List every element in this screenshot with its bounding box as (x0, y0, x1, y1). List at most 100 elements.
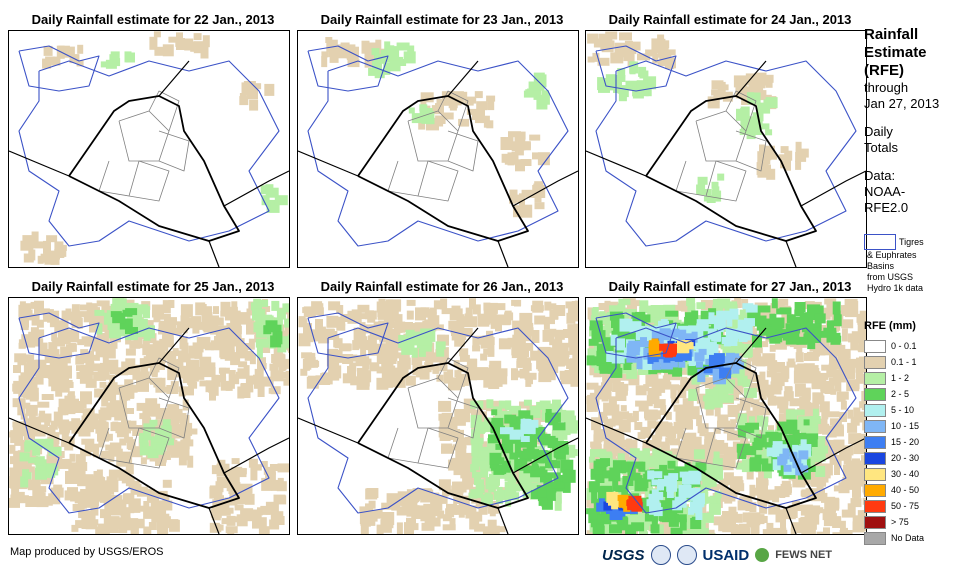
rainfall-cell (409, 505, 420, 514)
border-line (785, 240, 797, 267)
rainfall-cell (706, 432, 715, 441)
rainfall-cell (651, 489, 659, 497)
rainfall-cell (144, 410, 151, 422)
rainfall-cell (472, 345, 481, 352)
rainfall-cell (112, 314, 126, 324)
rainfall-cell (553, 444, 561, 458)
map-frame (585, 30, 867, 268)
rainfall-cell (618, 298, 631, 305)
rainfall-cell (711, 80, 724, 90)
rainfall-cell (451, 457, 463, 465)
rainfall-cell (532, 82, 545, 91)
rainfall-cell (787, 358, 795, 365)
rainfall-cell (780, 146, 789, 154)
rainfall-cell (712, 189, 719, 200)
rainfall-cell (441, 112, 454, 120)
rainfall-cell (119, 438, 127, 446)
rfe-legend-item: > 75 (864, 514, 964, 530)
rainfall-cell (471, 429, 480, 439)
rainfall-cell (250, 467, 258, 481)
rainfall-cell (567, 444, 576, 458)
rainfall-cell (704, 529, 715, 534)
map-panel-27-jan: Daily Rainfall estimate for 27 Jan., 201… (585, 277, 875, 535)
border-line (298, 150, 359, 177)
rainfall-cell (671, 336, 679, 345)
rainfall-cell (224, 309, 237, 321)
rainfall-cell (489, 473, 500, 486)
rainfall-cell (672, 328, 680, 338)
rainfall-cell (509, 408, 521, 420)
rfe-swatch (864, 339, 886, 353)
rainfall-cell (125, 348, 136, 356)
province-boundary (148, 357, 180, 399)
rainfall-cell (627, 472, 641, 481)
rainfall-cell (28, 367, 38, 377)
rainfall-cell (618, 447, 628, 458)
rainfall-cell (665, 411, 672, 420)
rainfall-cell (441, 308, 452, 315)
rainfall-cell (595, 459, 608, 468)
rainfall-cell (836, 394, 846, 402)
rainfall-cell (789, 316, 801, 330)
rainfall-cell (655, 427, 663, 440)
rainfall-cell (149, 419, 158, 426)
rainfall-cell (214, 337, 226, 350)
rainfall-cell (733, 319, 742, 328)
rainfall-cell (449, 518, 456, 526)
rainfall-cell (476, 425, 485, 434)
rainfall-cell (794, 364, 805, 372)
rainfall-cell (520, 159, 532, 166)
rainfall-cell (76, 60, 84, 67)
rainfall-cell (498, 400, 509, 409)
rainfall-cell (96, 300, 110, 307)
rainfall-cell (823, 380, 835, 393)
rainfall-cell (155, 490, 168, 499)
rainfall-cell (813, 327, 822, 338)
rainfall-cell (795, 160, 802, 170)
rainfall-cell (837, 355, 850, 367)
rainfall-cell (667, 460, 676, 469)
rainfall-cell (419, 104, 428, 112)
rainfall-cell (528, 449, 539, 460)
rainfall-cell (117, 517, 131, 526)
rainfall-cell (512, 141, 521, 148)
map-frame (297, 297, 579, 535)
rainfall-cell (787, 323, 801, 334)
title-line: (RFE) (864, 62, 904, 79)
rainfall-cell (459, 409, 471, 423)
rainfall-cell (96, 323, 103, 335)
rainfall-cell (401, 347, 415, 355)
rainfall-cell (273, 317, 283, 331)
rainfall-cell (154, 46, 165, 56)
rainfall-cell (438, 413, 450, 421)
rainfall-cell (659, 38, 666, 47)
rainfall-cell (824, 298, 837, 305)
rainfall-cell (637, 432, 646, 440)
rainfall-cell (356, 376, 370, 390)
rainfall-cell (133, 498, 141, 507)
rainfall-cell (612, 382, 625, 392)
rainfall-cell (848, 333, 857, 343)
rainfall-cell (199, 380, 208, 387)
rainfall-cell (498, 338, 511, 350)
rainfall-cell (381, 358, 390, 367)
rainfall-cell (419, 345, 432, 352)
rainfall-cell (518, 480, 531, 490)
rainfall-cell (245, 491, 252, 499)
rainfall-cell (381, 502, 393, 510)
rainfall-cell (368, 500, 376, 509)
rainfall-cell (116, 453, 127, 467)
rainfall-cell (127, 436, 133, 446)
rainfall-cell (723, 423, 735, 434)
rainfall-cell (473, 495, 485, 502)
rainfall-cell (154, 419, 165, 429)
rainfall-cell (156, 444, 165, 455)
rainfall-cell (509, 194, 521, 203)
rainfall-cell (21, 319, 29, 328)
rainfall-cell (214, 495, 224, 509)
rainfall-cell (839, 520, 846, 529)
rainfall-cell (336, 323, 346, 331)
rainfall-cell (807, 513, 820, 525)
rainfall-cell (483, 309, 497, 319)
